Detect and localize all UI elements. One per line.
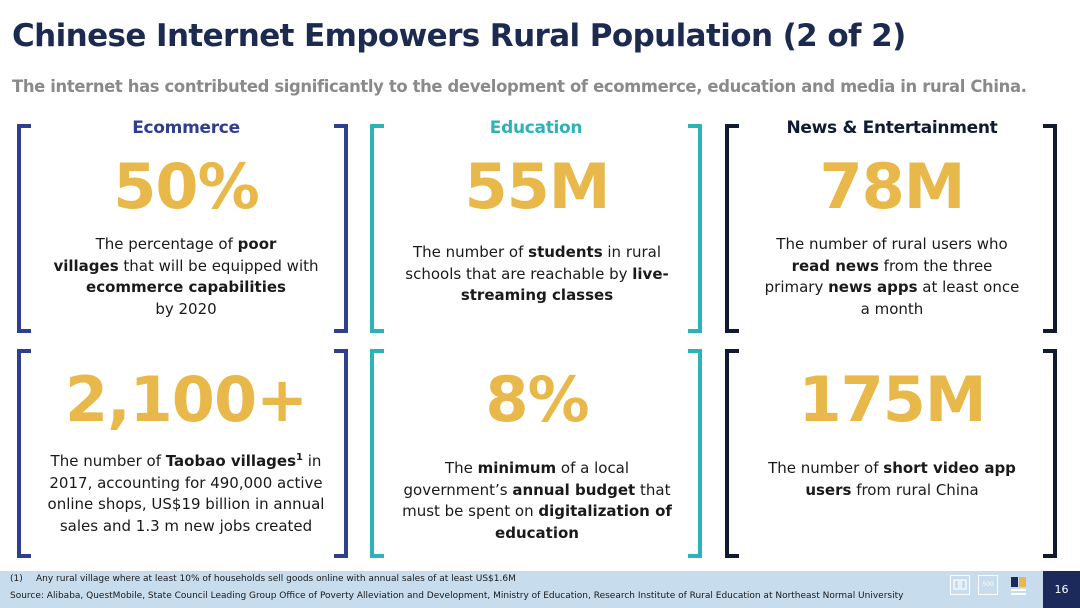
text-run-bold: digitalization of education — [495, 502, 672, 542]
text-run-bold: annual budget — [512, 480, 636, 499]
stat-card-budget: 8% The minimum of a local government’s a… — [395, 369, 679, 544]
china-logo-icon — [1008, 575, 1028, 595]
text-run: in 2017, accounting for 490,000 active o… — [47, 452, 325, 535]
text-run-bold: short video app users — [805, 459, 1016, 499]
text-run: from rural China — [851, 480, 979, 499]
text-run: The number of — [768, 459, 884, 477]
stat-card-poor-villages: 50% The percentage of poor villages that… — [40, 156, 332, 320]
bracket-right-ecommerce-bottom — [334, 349, 348, 558]
book-icon — [950, 575, 970, 595]
stat-value: 175M — [798, 363, 986, 436]
bracket-left-news-bottom — [725, 349, 739, 558]
column-header-ecommerce: Ecommerce — [132, 118, 240, 138]
bracket-left-education-bottom — [370, 349, 384, 558]
text-run-bold: minimum — [477, 459, 557, 477]
stat-description: The number of Taobao villages1 in 2017, … — [38, 447, 334, 537]
footnote-number: (1) — [10, 574, 23, 584]
text-run: The number of — [412, 243, 529, 261]
stat-description: The minimum of a local government’s annu… — [395, 458, 679, 544]
text-run-bold: poor — [237, 235, 277, 253]
stat-description: The number of students in rural schools … — [395, 242, 679, 307]
stat-card-taobao-villages: 2,100+ The number of Taobao villages1 in… — [38, 369, 334, 537]
bracket-right-news-bottom — [1043, 349, 1057, 558]
footnote: (1) Any rural village where at least 10% … — [10, 574, 516, 584]
text-run: The number of rural users who — [776, 235, 1008, 253]
bracket-left-education-top — [370, 124, 384, 333]
stat-description: The percentage of poor villages that wil… — [40, 234, 332, 320]
text-run-bold: Taobao villages — [165, 452, 297, 470]
text-run-bold: live-streaming classes — [460, 264, 669, 305]
footnote-marker: 1 — [296, 452, 303, 463]
footnote-text: Any rural village where at least 10% of … — [36, 574, 516, 584]
text-run: The number of — [50, 452, 166, 470]
page-subtitle: The internet has contributed significant… — [12, 77, 1027, 96]
bracket-left-news-top — [725, 124, 739, 333]
column-header-news: News & Entertainment — [786, 118, 998, 138]
bracket-right-ecommerce-top — [334, 124, 348, 333]
text-run: of a local government’s — [403, 459, 630, 499]
text-run: The percentage of — [95, 235, 238, 253]
bracket-right-education-bottom — [688, 349, 702, 558]
text-run-bold: ecommerce capabilities — [86, 278, 286, 296]
stat-card-news-readers: 78M The number of rural users who read n… — [760, 156, 1024, 320]
text-run: that will be equipped with — [118, 256, 319, 275]
footer: (1) Any rural village where at least 10% … — [0, 571, 1080, 608]
text-run: The — [444, 459, 478, 477]
text-run: in rural schools that are reachable by — [405, 243, 662, 283]
page-number: 16 — [1043, 571, 1080, 608]
text-run-bold: news apps — [828, 278, 918, 296]
stat-value: 50% — [113, 150, 259, 223]
text-run: by 2020 — [155, 299, 217, 318]
text-run-bold: read news — [791, 256, 879, 275]
stat-description: The number of rural users who read news … — [760, 234, 1024, 320]
stat-value: 78M — [819, 150, 966, 223]
text-run: at least once a month — [860, 278, 1020, 318]
stat-card-students: 55M The number of students in rural scho… — [395, 156, 679, 307]
column-header-education: Education — [489, 118, 583, 138]
stat-description: The number of short video app users from… — [760, 458, 1024, 501]
bracket-left-ecommerce-bottom — [17, 349, 31, 558]
source-line: Source: Alibaba, QuestMobile, State Coun… — [10, 591, 904, 601]
stat-value: 8% — [485, 363, 589, 436]
text-run: that must be spent on — [402, 480, 671, 521]
stat-card-short-video: 175M The number of short video app users… — [760, 369, 1024, 501]
stat-value: 55M — [464, 150, 611, 223]
page-title: Chinese Internet Empowers Rural Populati… — [12, 18, 906, 54]
text-run-bold: villages — [53, 256, 119, 275]
bracket-right-education-top — [688, 124, 702, 333]
500-logo-icon: 500 — [978, 575, 998, 595]
stat-value: 2,100+ — [64, 363, 308, 436]
text-run: from the three primary — [764, 256, 993, 297]
bracket-right-news-top — [1043, 124, 1057, 333]
text-run-bold: students — [528, 243, 603, 261]
bracket-left-ecommerce-top — [17, 124, 31, 333]
